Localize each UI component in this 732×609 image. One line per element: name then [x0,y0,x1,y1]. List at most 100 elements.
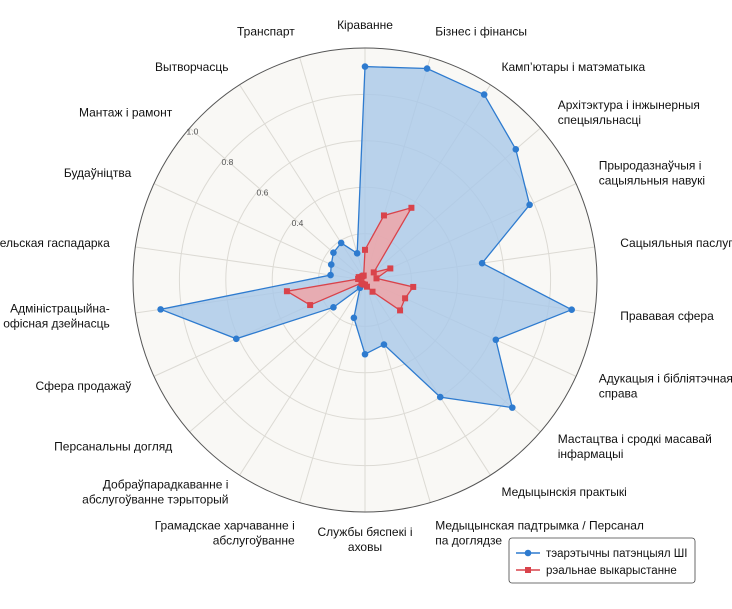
category-label: Мастацтва і сродкі масавай інфармацыі [558,432,712,461]
category-label-line: інфармацыі [558,447,624,461]
data-point [327,261,335,268]
legend-label: рэальнае выкарыстанне [546,565,677,577]
category-label-line: Кіраванне [337,18,393,32]
category-label-line: Сфера продажаў [35,379,131,393]
category-label: Будаўніцтва [64,166,132,180]
category-label: Грамадскае харчаванне і абслугоўванне [155,518,295,547]
category-label-line: Мантаж і рамонт [79,105,173,119]
category-label-line: Адміністрацыйна- [10,302,110,316]
data-point [478,259,486,267]
category-label: Персанальны догляд [54,440,172,454]
category-label-line: аховы [348,540,382,554]
category-label-line: абслугоўванне тэрыторый [82,492,228,506]
category-label: Сельская гаспадарка [0,236,110,250]
category-label: Камп’ютары і матэматыка [502,60,646,74]
legend: тэарэтычны патэнцыял ШІ рэальнае выкарыст… [508,537,696,584]
category-label: Прыродазнаўчыя і сацыяльныя навукі [599,158,705,187]
legend-label: тэарэтычны патэнцыял ШІ [546,548,687,560]
grid-spoke [135,246,366,281]
category-label: Добраўпарадкаванне і абслугоўванне тэрыто… [82,477,228,506]
data-point [350,314,358,322]
data-point [380,341,388,348]
data-point [397,307,404,314]
grid-spoke [299,57,366,281]
category-label: Архітэктура і інжынерныя спецыяльнасці [558,98,700,127]
data-point [373,275,380,282]
data-point [480,91,488,98]
category-label: Адміністрацыйна-офісная дзейнасць [3,302,110,331]
category-label-line: Персанальны догляд [54,440,172,454]
category-label-line: Грамадскае харчаванне і [155,518,295,532]
data-point [387,265,394,272]
category-label-line: Транспарт [237,25,295,39]
r-tick-label: 0.4 [292,218,304,228]
data-point [307,302,314,309]
legend-marker-icon [524,549,532,557]
data-point [423,65,431,72]
category-label-line: Прававая сфера [620,309,714,323]
category-label: Сфера продажаў [35,379,131,393]
category-label-line: Архітэктура і інжынерныя [558,98,700,112]
category-label-line: Камп’ютары і матэматыка [502,60,646,74]
data-point [370,269,377,276]
data-point [360,272,367,279]
data-point [492,336,500,344]
data-point [327,271,334,279]
data-point [526,201,533,209]
category-label: Вытворчасць [155,60,229,74]
r-tick-label: 1.0 [187,127,199,137]
data-point [512,146,520,153]
category-label-line: Прыродазнаўчыя і [599,158,702,172]
r-tick-label: 0.8 [222,157,234,167]
category-label: Сацыяльныя паслугі [620,236,732,250]
category-label-line: Службы бяспекі і [318,525,413,539]
category-label-line: Адукацыя і бібліятэчная [599,372,732,386]
data-point [380,212,387,219]
category-label: Мантаж і рамонт [79,105,173,119]
data-point [436,393,444,401]
data-point [330,249,337,256]
grid-spoke [239,279,366,476]
data-point [337,239,345,247]
category-label-line: Добраўпарадкаванне і [103,477,229,491]
data-point [361,63,369,70]
category-label-line: Медыцынская падтрымка / Персанал [435,518,644,532]
category-label-line: па доглядзе [435,533,502,547]
category-label-line: абслугоўванне [213,533,295,547]
category-label: Транспарт [237,25,295,39]
data-point [283,288,290,295]
data-point [408,204,415,211]
category-label: Медыцынская падтрымка / Персанал па догля… [435,518,644,547]
category-label-line: Сельская гаспадарка [0,236,110,250]
data-point [508,404,516,411]
category-label-line: Сацыяльныя паслугі [620,236,732,250]
data-point [157,306,164,313]
category-label-line: Будаўніцтва [64,166,132,180]
legend-box [508,537,696,584]
data-point [353,249,361,257]
data-point [358,280,365,287]
data-point [232,335,240,343]
data-point [410,283,417,290]
category-label: Кіраванне [337,18,393,32]
data-point [568,306,575,314]
category-label: Адукацыя і бібліятэчная справа [599,372,732,401]
data-point [330,304,337,311]
category-label-line: Медыцынскія практыкі [502,485,627,499]
category-label: Бізнес і фінансы [435,25,527,39]
category-label-line: офісная дзейнасць [3,317,110,331]
data-point [361,350,369,358]
category-label: Прававая сфера [620,309,714,323]
outer-ring [132,47,598,513]
legend-marker-icon [525,567,531,573]
category-label: Службы бяспекі і аховы [318,525,413,554]
category-label-line: спецыяльнасці [558,113,641,127]
category-label: Медыцынскія практыкі [502,485,627,499]
r-tick-label: 0.6 [257,188,269,198]
data-point [362,246,368,253]
data-point [369,288,376,295]
data-point [402,295,409,302]
category-label-line: сацыяльныя навукі [599,173,705,187]
category-label-line: Бізнес і фінансы [435,25,527,39]
